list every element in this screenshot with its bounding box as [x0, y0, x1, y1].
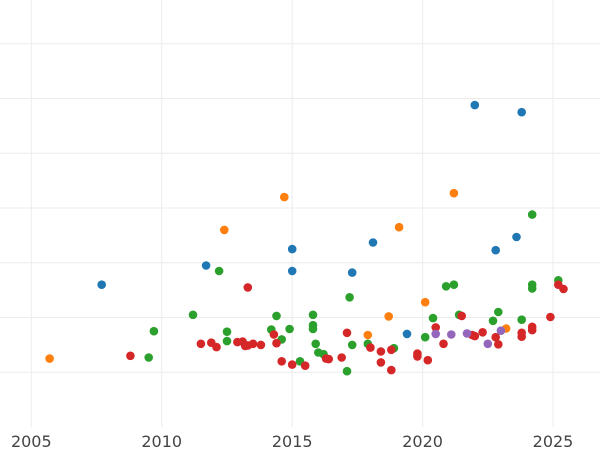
- data-point: [280, 192, 289, 202]
- data-point: [272, 338, 281, 348]
- data-point: [478, 328, 487, 337]
- data-point: [347, 340, 357, 350]
- data-point: [149, 326, 159, 336]
- data-point: [431, 329, 441, 339]
- x-axis-ticks: 2005 2010 2015 2020 2025: [11, 432, 573, 450]
- data-point: [201, 261, 211, 270]
- data-point: [559, 284, 568, 294]
- data-point: [527, 280, 537, 290]
- data-point: [222, 336, 232, 346]
- x-tick-label: 2025: [533, 432, 574, 450]
- x-tick-label: 2015: [272, 432, 313, 450]
- data-point: [491, 332, 501, 342]
- data-point: [342, 366, 352, 376]
- data-point: [447, 330, 456, 339]
- data-point: [256, 340, 266, 350]
- data-point: [376, 358, 386, 367]
- data-point: [220, 225, 229, 235]
- data-point: [494, 307, 503, 317]
- data-point: [368, 238, 378, 247]
- data-point: [308, 324, 318, 334]
- data-point: [423, 355, 433, 365]
- data-point: [488, 316, 498, 326]
- grid-layer: [0, 0, 600, 427]
- data-point: [517, 328, 526, 338]
- data-point: [470, 331, 480, 341]
- data-point: [347, 268, 357, 277]
- data-point: [527, 322, 537, 332]
- data-point: [342, 328, 352, 338]
- data-point: [126, 351, 135, 361]
- x-tick-label: 2020: [402, 432, 443, 450]
- data-point: [97, 280, 106, 290]
- data-point: [491, 245, 501, 255]
- data-point: [287, 244, 297, 254]
- data-point: [387, 345, 396, 355]
- data-point: [376, 347, 386, 356]
- data-point: [345, 293, 354, 302]
- data-point: [366, 343, 375, 352]
- data-point: [494, 340, 503, 349]
- data-point: [496, 326, 506, 336]
- data-point: [287, 266, 297, 276]
- data-point: [441, 282, 451, 291]
- data-point: [214, 266, 224, 276]
- data-point: [311, 339, 321, 349]
- data-point: [363, 330, 373, 340]
- data-point: [300, 361, 310, 371]
- data-point: [431, 323, 441, 332]
- data-point: [308, 310, 318, 320]
- data-point: [449, 280, 459, 290]
- data-point: [420, 332, 430, 342]
- data-point: [285, 324, 294, 334]
- data-point: [45, 354, 54, 363]
- data-point: [272, 311, 281, 321]
- data-point: [457, 311, 467, 321]
- data-point: [222, 327, 232, 337]
- data-point: [462, 329, 472, 338]
- data-point: [384, 312, 394, 321]
- data-point: [188, 310, 198, 320]
- points-layer: [45, 100, 568, 376]
- x-tick-label: 2010: [141, 432, 182, 450]
- data-point: [243, 283, 253, 292]
- data-point: [248, 339, 258, 349]
- data-point: [512, 232, 521, 242]
- data-point: [483, 339, 493, 349]
- data-point: [517, 315, 526, 325]
- data-point: [212, 342, 221, 352]
- data-point: [277, 357, 287, 366]
- data-point: [517, 107, 526, 117]
- data-point: [449, 188, 459, 198]
- data-point: [420, 297, 430, 307]
- data-point: [527, 210, 537, 219]
- data-point: [394, 222, 404, 232]
- data-point: [439, 339, 448, 349]
- data-point: [387, 365, 396, 375]
- data-point: [324, 354, 334, 364]
- data-point: [287, 360, 297, 369]
- data-point: [470, 100, 480, 110]
- x-tick-label: 2005: [11, 432, 52, 450]
- data-point: [337, 353, 347, 362]
- data-point: [402, 329, 412, 339]
- data-point: [269, 330, 279, 339]
- data-point: [144, 353, 153, 362]
- data-point: [196, 339, 206, 349]
- data-point: [413, 352, 422, 361]
- data-point: [546, 312, 555, 322]
- data-point: [428, 313, 438, 323]
